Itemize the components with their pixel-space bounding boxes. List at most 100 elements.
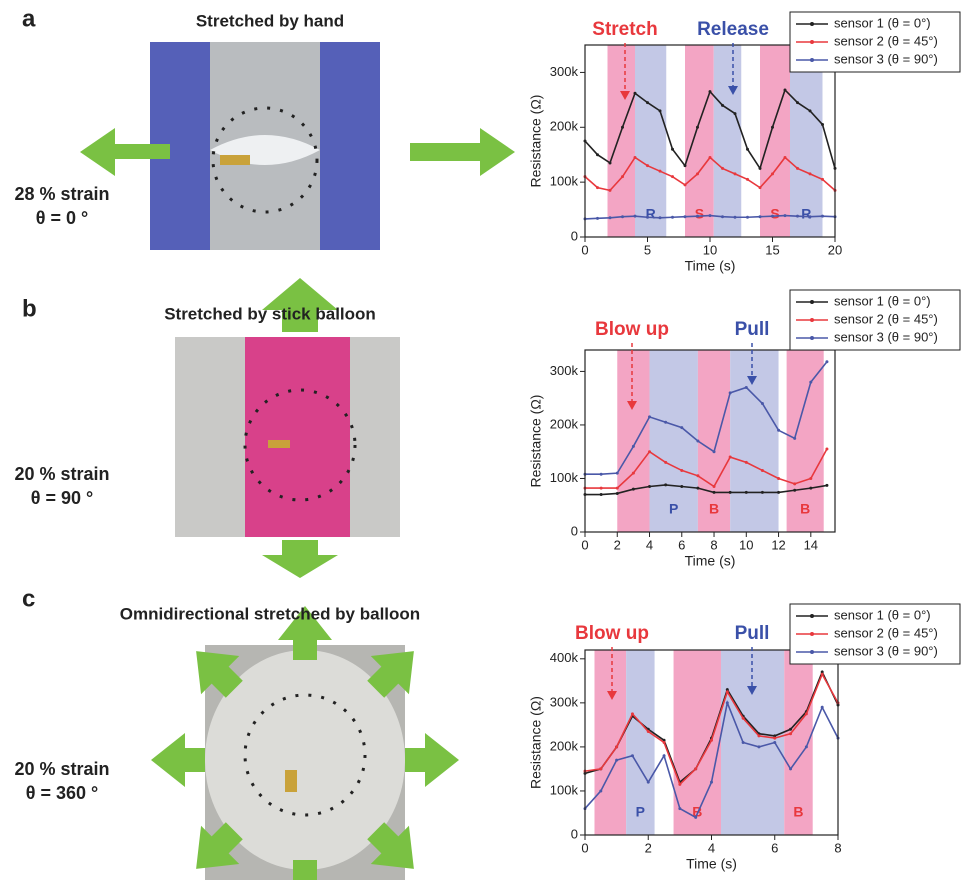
data-point bbox=[648, 485, 651, 488]
data-point bbox=[759, 215, 762, 218]
data-point bbox=[809, 172, 812, 175]
panel-letter: a bbox=[22, 5, 36, 32]
panel-title: Omnidirectional stretched by balloon bbox=[120, 604, 420, 623]
y-axis-label: Resistance (Ω) bbox=[528, 395, 544, 488]
y-tick-label: 100k bbox=[550, 782, 579, 797]
legend-entry: sensor 2 (θ = 45°) bbox=[834, 625, 938, 640]
x-axis-label: Time (s) bbox=[686, 856, 737, 872]
data-point bbox=[825, 360, 828, 363]
data-point bbox=[664, 421, 667, 424]
data-point bbox=[746, 148, 749, 151]
data-point bbox=[616, 472, 619, 475]
y-axis-label: Resistance (Ω) bbox=[528, 95, 544, 188]
shaded-region bbox=[594, 650, 626, 835]
data-point bbox=[696, 474, 699, 477]
data-point bbox=[789, 732, 792, 735]
strain-caption: 20 % strain bbox=[14, 464, 109, 484]
data-point bbox=[761, 469, 764, 472]
x-tick-label: 6 bbox=[678, 537, 685, 552]
data-point bbox=[734, 216, 737, 219]
data-point bbox=[742, 717, 745, 720]
y-tick-label: 200k bbox=[550, 416, 579, 431]
data-point bbox=[694, 816, 697, 819]
x-axis-label: Time (s) bbox=[685, 553, 736, 569]
data-point bbox=[647, 730, 650, 733]
data-point bbox=[771, 215, 774, 218]
x-tick-label: 10 bbox=[739, 537, 753, 552]
legend-marker bbox=[810, 650, 814, 654]
data-point bbox=[821, 673, 824, 676]
data-point bbox=[821, 178, 824, 181]
shaded-region bbox=[617, 350, 649, 532]
x-tick-label: 10 bbox=[703, 242, 717, 257]
x-tick-label: 14 bbox=[804, 537, 818, 552]
data-point bbox=[757, 734, 760, 737]
y-axis-label: Resistance (Ω) bbox=[528, 696, 544, 789]
legend-marker bbox=[810, 336, 814, 340]
data-point bbox=[648, 415, 651, 418]
region-label: P bbox=[669, 501, 678, 517]
data-point bbox=[632, 472, 635, 475]
data-point bbox=[761, 491, 764, 494]
data-point bbox=[634, 156, 637, 159]
annotation: Pull bbox=[735, 623, 770, 644]
x-tick-label: 12 bbox=[771, 537, 785, 552]
annotation: Blow up bbox=[595, 319, 669, 340]
data-point bbox=[809, 381, 812, 384]
x-tick-label: 0 bbox=[581, 242, 588, 257]
data-point bbox=[729, 491, 732, 494]
legend-marker bbox=[810, 632, 814, 636]
data-point bbox=[710, 739, 713, 742]
data-point bbox=[771, 126, 774, 129]
photo-a bbox=[80, 42, 515, 250]
data-point bbox=[761, 402, 764, 405]
figure: aStretched by hand28 % strainθ = 0 °bStr… bbox=[0, 0, 966, 880]
legend-entry: sensor 2 (θ = 45°) bbox=[834, 311, 938, 326]
data-point bbox=[809, 215, 812, 218]
legend-entry: sensor 1 (θ = 0°) bbox=[834, 607, 931, 622]
data-point bbox=[696, 215, 699, 218]
y-tick-label: 400k bbox=[550, 650, 579, 665]
data-point bbox=[621, 126, 624, 129]
panel-letter: b bbox=[22, 295, 37, 322]
data-point bbox=[777, 429, 780, 432]
data-point bbox=[821, 215, 824, 218]
region-label: P bbox=[636, 804, 645, 820]
angle-caption: θ = 0 ° bbox=[36, 208, 88, 228]
data-point bbox=[696, 126, 699, 129]
y-tick-label: 200k bbox=[550, 119, 579, 134]
y-tick-label: 200k bbox=[550, 738, 579, 753]
data-point bbox=[609, 189, 612, 192]
y-tick-label: 100k bbox=[550, 470, 579, 485]
data-point bbox=[729, 456, 732, 459]
data-point bbox=[773, 741, 776, 744]
data-point bbox=[726, 701, 729, 704]
data-point bbox=[809, 477, 812, 480]
x-tick-label: 0 bbox=[581, 537, 588, 552]
data-point bbox=[721, 104, 724, 107]
data-point bbox=[709, 156, 712, 159]
data-point bbox=[663, 741, 666, 744]
y-tick-label: 300k bbox=[550, 694, 579, 709]
data-point bbox=[616, 487, 619, 490]
data-point bbox=[784, 88, 787, 91]
x-tick-label: 20 bbox=[828, 242, 842, 257]
x-tick-label: 8 bbox=[834, 840, 841, 855]
data-point bbox=[680, 485, 683, 488]
data-point bbox=[596, 217, 599, 220]
data-point bbox=[634, 92, 637, 95]
data-point bbox=[615, 745, 618, 748]
data-point bbox=[710, 781, 713, 784]
data-point bbox=[646, 216, 649, 219]
data-point bbox=[713, 450, 716, 453]
shaded-region bbox=[608, 45, 636, 237]
region-label: S bbox=[770, 206, 779, 222]
x-tick-label: 15 bbox=[765, 242, 779, 257]
data-point bbox=[796, 167, 799, 170]
data-point bbox=[671, 148, 674, 151]
data-point bbox=[746, 216, 749, 219]
data-point bbox=[696, 172, 699, 175]
data-point bbox=[777, 477, 780, 480]
data-point bbox=[713, 491, 716, 494]
data-point bbox=[609, 161, 612, 164]
